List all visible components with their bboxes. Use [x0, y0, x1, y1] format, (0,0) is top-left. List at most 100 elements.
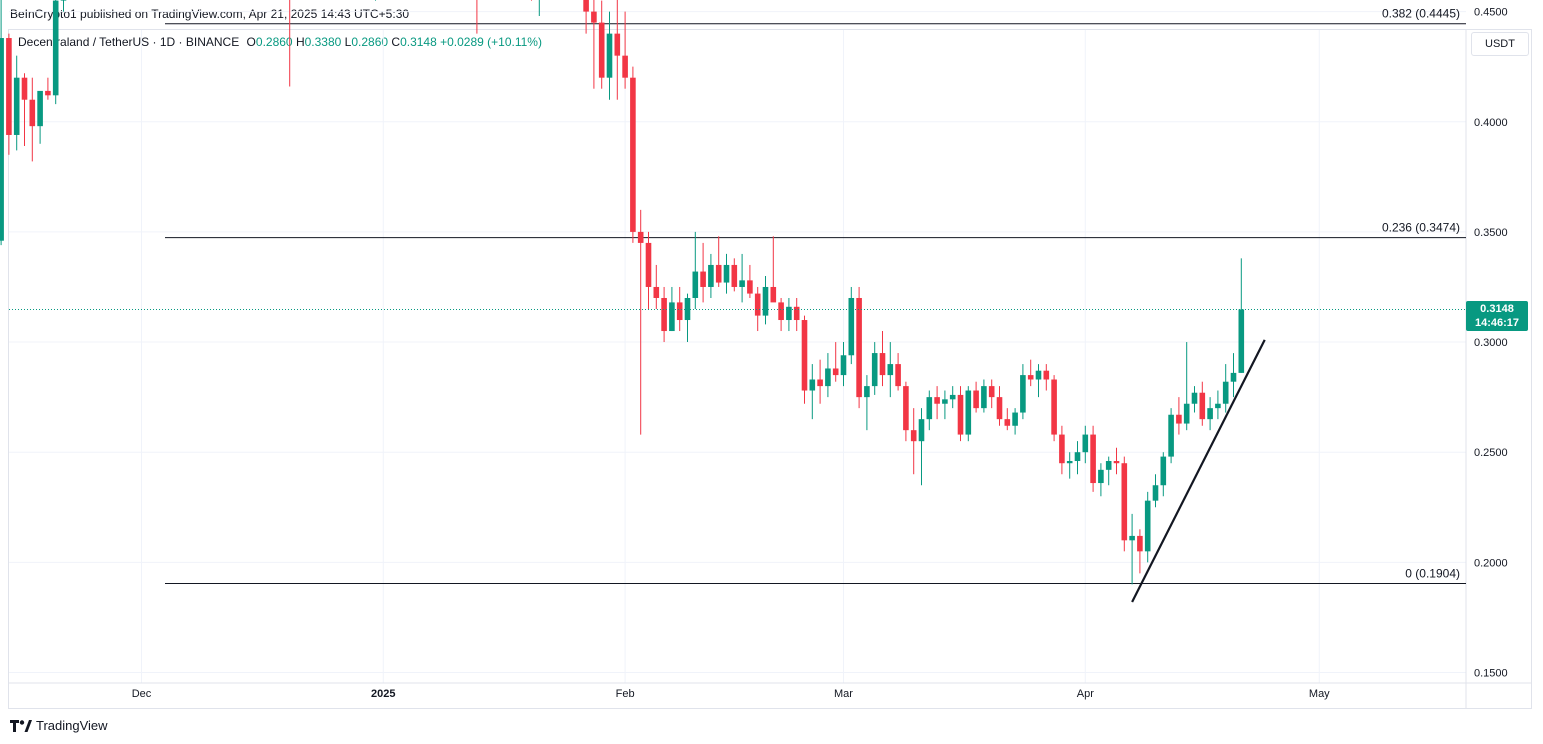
candle [973, 381, 979, 413]
candle [289, 0, 291, 87]
candle-body [887, 364, 894, 376]
brand-name: TradingView [36, 718, 108, 733]
candle [1183, 342, 1190, 431]
candle [630, 66, 636, 243]
candle [856, 286, 862, 409]
candle [926, 390, 933, 431]
candle [622, 11, 628, 89]
candle [1137, 529, 1143, 574]
candle-body [29, 99, 36, 127]
candle-body [13, 77, 20, 135]
candle [981, 379, 987, 413]
candle [801, 315, 808, 404]
candle [45, 77, 51, 100]
candle-body [910, 430, 917, 442]
candle [13, 55, 20, 151]
candle-body [832, 368, 839, 376]
overlays [9, 308, 1466, 603]
candle [871, 342, 878, 395]
candle [1222, 364, 1229, 413]
candle [0, 0, 4, 246]
candle-body [1066, 461, 1073, 464]
candle [29, 77, 36, 162]
candle-body [739, 280, 745, 287]
candle-body [1129, 535, 1135, 541]
price-axis[interactable]: 0.1500 0.2000 0.2500 0.3000 0.3500 0.4000 0.45… [1474, 0, 1508, 680]
candle-body [1098, 469, 1104, 484]
candle [1144, 491, 1151, 563]
candle-body [973, 390, 979, 409]
candle-body [661, 297, 667, 332]
candle [1121, 456, 1128, 552]
candle-body [52, 0, 59, 96]
candle [770, 236, 777, 303]
candle-body [809, 379, 816, 391]
candle [1043, 364, 1050, 391]
time-tick-label: May [1309, 688, 1330, 700]
candle-body [708, 264, 714, 287]
candle-body [731, 264, 738, 287]
candle-body [1238, 309, 1245, 373]
candle [1129, 513, 1135, 585]
candle-body [786, 306, 792, 321]
candle [942, 390, 948, 420]
time-tick-label: 2025 [371, 688, 395, 700]
candle-body [6, 38, 12, 135]
tradingview-brand[interactable]: TradingView [10, 718, 108, 733]
candle-body [700, 271, 706, 287]
candle-body [856, 297, 862, 398]
candle-body [1152, 485, 1159, 501]
open-value: 0.2860 [255, 35, 293, 49]
candle [887, 342, 894, 398]
candle-body [591, 11, 597, 23]
time-axis[interactable]: Dec 2025 Feb Mar Apr May [132, 688, 1330, 700]
candle-body [840, 355, 847, 376]
candle [1176, 397, 1182, 435]
candle-body [864, 386, 870, 398]
candle [1105, 456, 1112, 486]
candle [6, 33, 12, 155]
candle [934, 386, 940, 420]
candle-body [1027, 375, 1034, 380]
candle-body [1051, 379, 1057, 435]
candle-body [0, 38, 4, 241]
high-label: H [295, 35, 305, 49]
candle [1207, 397, 1213, 431]
candle [583, 0, 589, 34]
candle-body [1004, 419, 1011, 426]
candle [996, 386, 1003, 426]
symbol-legend: Decentraland / TetherUS · 1D · BINANCE O… [18, 35, 542, 49]
candle-body [801, 320, 808, 391]
candle [949, 386, 956, 409]
candle-body [1199, 392, 1206, 420]
low-value: 0.2860 [351, 35, 389, 49]
candle [1160, 452, 1167, 497]
low-label: L [344, 35, 352, 49]
price-tick-label: 0.3000 [1474, 337, 1508, 349]
candle-body [918, 419, 925, 442]
candle-body [770, 286, 777, 303]
candle [1191, 386, 1198, 413]
candle [778, 297, 784, 332]
candle-body [1113, 461, 1120, 464]
price-tick-label: 0.4500 [1474, 7, 1508, 19]
candle-body [1168, 414, 1174, 457]
candle [591, 0, 597, 89]
currency-button[interactable]: USDT [1471, 32, 1529, 56]
candle-body [1160, 456, 1167, 486]
candle [864, 375, 870, 431]
candle-body [848, 297, 855, 356]
candle [1027, 359, 1034, 387]
candle [1012, 408, 1018, 435]
candle [1051, 375, 1057, 442]
candle-body [762, 286, 769, 316]
candle-body [1215, 403, 1221, 409]
candle-body [1222, 381, 1229, 404]
candle-body [778, 302, 784, 321]
candle-body [606, 33, 613, 78]
candle-body [653, 286, 660, 298]
candle [754, 286, 761, 332]
candle [1074, 441, 1081, 475]
symbol-name[interactable]: Decentraland / TetherUS · 1D · BINANCE [18, 35, 240, 49]
